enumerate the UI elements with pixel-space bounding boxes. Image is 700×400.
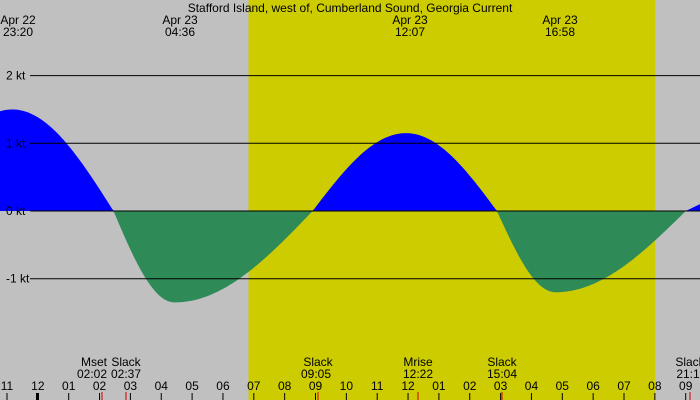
- x-tick-label: 03: [494, 379, 508, 393]
- sun-label-time: 16:58: [545, 25, 575, 39]
- x-tick-label: 12: [31, 379, 45, 393]
- x-axis: 11 12 01 02 03 04 05 06 07 08 09 10 11 12 01 02 03 04 05 06…: [1, 379, 693, 400]
- y-tick-label: -1 kt: [6, 272, 30, 286]
- x-tick-label: 08: [648, 379, 662, 393]
- sun-label-time: 04:36: [165, 25, 195, 39]
- x-tick-label: 10: [340, 379, 354, 393]
- event-time: 21:1: [676, 367, 700, 381]
- event-name: Slack: [487, 355, 517, 369]
- event-labels: Mset02:02Slack02:37Slack09:05Mrise12:22S…: [77, 355, 700, 400]
- y-tick-label: 0 kt: [6, 204, 26, 218]
- x-tick-label: 11: [371, 379, 384, 393]
- x-tick-label: 04: [525, 379, 539, 393]
- x-tick-label: 09: [679, 379, 693, 393]
- sun-label-date: Apr 23: [542, 13, 578, 27]
- current-time-marker: [36, 393, 39, 400]
- x-tick-label: 06: [586, 379, 600, 393]
- x-tick-label: 11: [1, 379, 14, 393]
- x-tick-label: 01: [62, 379, 76, 393]
- x-tick-label: 01: [432, 379, 446, 393]
- x-tick-label: 09: [309, 379, 323, 393]
- x-tick-label: 06: [216, 379, 230, 393]
- event-time: 02:02: [77, 367, 107, 381]
- flood-current-area: [0, 109, 700, 211]
- chart-title: Stafford Island, west of, Cumberland Sou…: [188, 1, 513, 15]
- sun-label-date: Apr 23: [162, 13, 198, 27]
- event-name: Mset: [81, 355, 108, 369]
- x-tick-label: 04: [155, 379, 169, 393]
- x-tick-label: 02: [93, 379, 107, 393]
- y-tick-labels: 2 kt 1 kt 0 kt -1 kt: [6, 69, 30, 286]
- x-tick-label: 07: [247, 379, 261, 393]
- sun-label-time: 23:20: [3, 25, 33, 39]
- x-tick-label: 02: [463, 379, 477, 393]
- event-name: Slack: [303, 355, 333, 369]
- y-tick-label: 2 kt: [6, 69, 26, 83]
- event-name: Slack: [111, 355, 141, 369]
- event-time: 09:05: [301, 367, 331, 381]
- x-tick-label: 07: [617, 379, 631, 393]
- event-time: 12:22: [403, 367, 433, 381]
- x-tick-label: 08: [278, 379, 292, 393]
- event-time: 02:37: [111, 367, 141, 381]
- sun-label-date: Apr 23: [392, 13, 428, 27]
- gridlines: [30, 75, 700, 280]
- x-tick-label: 12: [401, 379, 415, 393]
- y-tick-label: 1 kt: [6, 136, 26, 150]
- x-tick-label: 03: [124, 379, 138, 393]
- event-name: Mrise: [403, 355, 433, 369]
- sun-label-time: 12:07: [395, 25, 425, 39]
- x-tick-label: 05: [185, 379, 199, 393]
- ebb-current-area: [0, 211, 700, 303]
- x-tick-label: 05: [556, 379, 570, 393]
- event-time: 15:04: [487, 367, 517, 381]
- sun-label-date: Apr 22: [0, 13, 36, 27]
- event-name: Slack: [675, 355, 700, 369]
- current-areas: [0, 109, 700, 303]
